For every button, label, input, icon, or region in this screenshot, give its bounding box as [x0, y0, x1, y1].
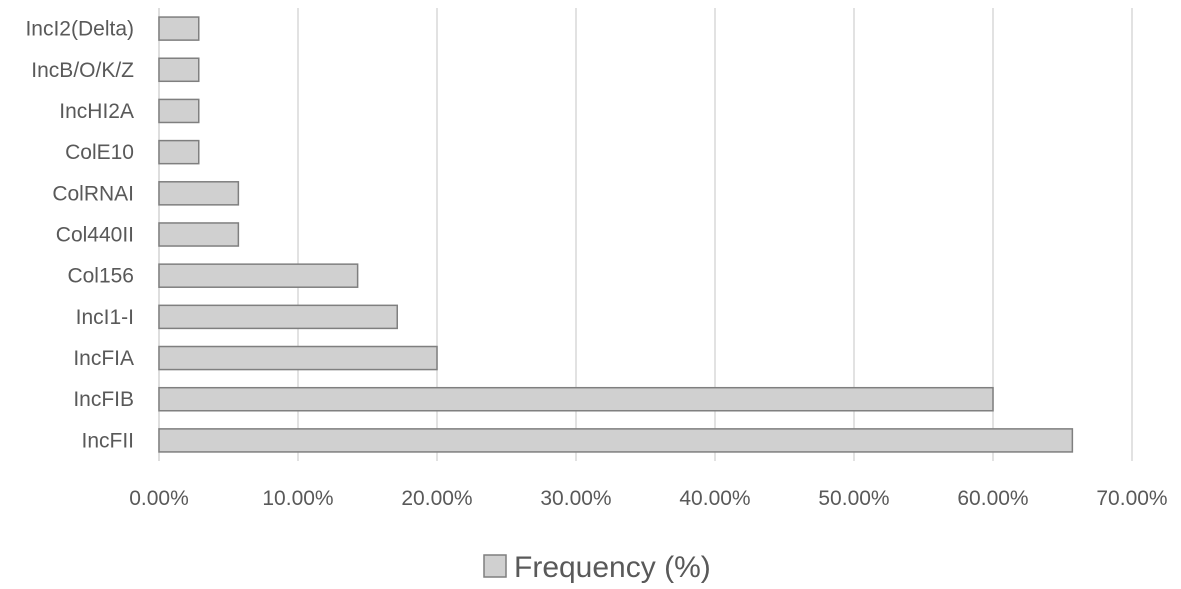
bar: [158, 139, 200, 165]
x-tick-labels: 0.00% 10.00% 20.00% 30.00% 40.00% 50.00% 60.00…: [129, 487, 1167, 510]
category-label: IncI2(Delta): [25, 18, 134, 41]
category-label: IncB/O/K/Z: [31, 59, 134, 82]
x-tick-label: 50.00%: [818, 487, 889, 510]
bar: [158, 57, 200, 83]
category-label: IncHI2A: [59, 100, 134, 123]
bars: [158, 16, 1074, 453]
category-label: Col440II: [56, 224, 134, 247]
legend: Frequency (%): [483, 551, 711, 584]
category-label: IncFIB: [73, 388, 134, 411]
bar: [158, 304, 398, 330]
x-tick-label: 10.00%: [262, 487, 333, 510]
category-labels: IncI2(Delta) IncB/O/K/Z IncHI2A ColE10 ColRN…: [25, 18, 134, 453]
x-tick-label: 60.00%: [957, 487, 1028, 510]
category-label: IncFII: [81, 429, 134, 452]
bar: [158, 16, 200, 41]
legend-label: Frequency (%): [514, 551, 711, 584]
x-tick-label: 70.00%: [1096, 487, 1167, 510]
x-tick-label: 20.00%: [401, 487, 472, 510]
legend-swatch: [483, 554, 507, 578]
bar: [158, 345, 438, 371]
bar: [158, 428, 1074, 453]
category-label: Col156: [67, 265, 134, 288]
category-label: IncI1-I: [76, 306, 134, 329]
x-tick-label: 0.00%: [129, 487, 189, 510]
bar: [158, 222, 240, 247]
category-label: ColE10: [65, 141, 134, 164]
x-tick-label: 40.00%: [679, 487, 750, 510]
gridlines: [158, 8, 1133, 461]
category-label: ColRNAI: [52, 182, 134, 205]
bar: [158, 386, 994, 412]
bar: [158, 98, 200, 124]
x-tick-label: 30.00%: [540, 487, 611, 510]
bar: [158, 181, 240, 206]
bar: [158, 263, 359, 288]
category-label: IncFIA: [73, 347, 134, 370]
